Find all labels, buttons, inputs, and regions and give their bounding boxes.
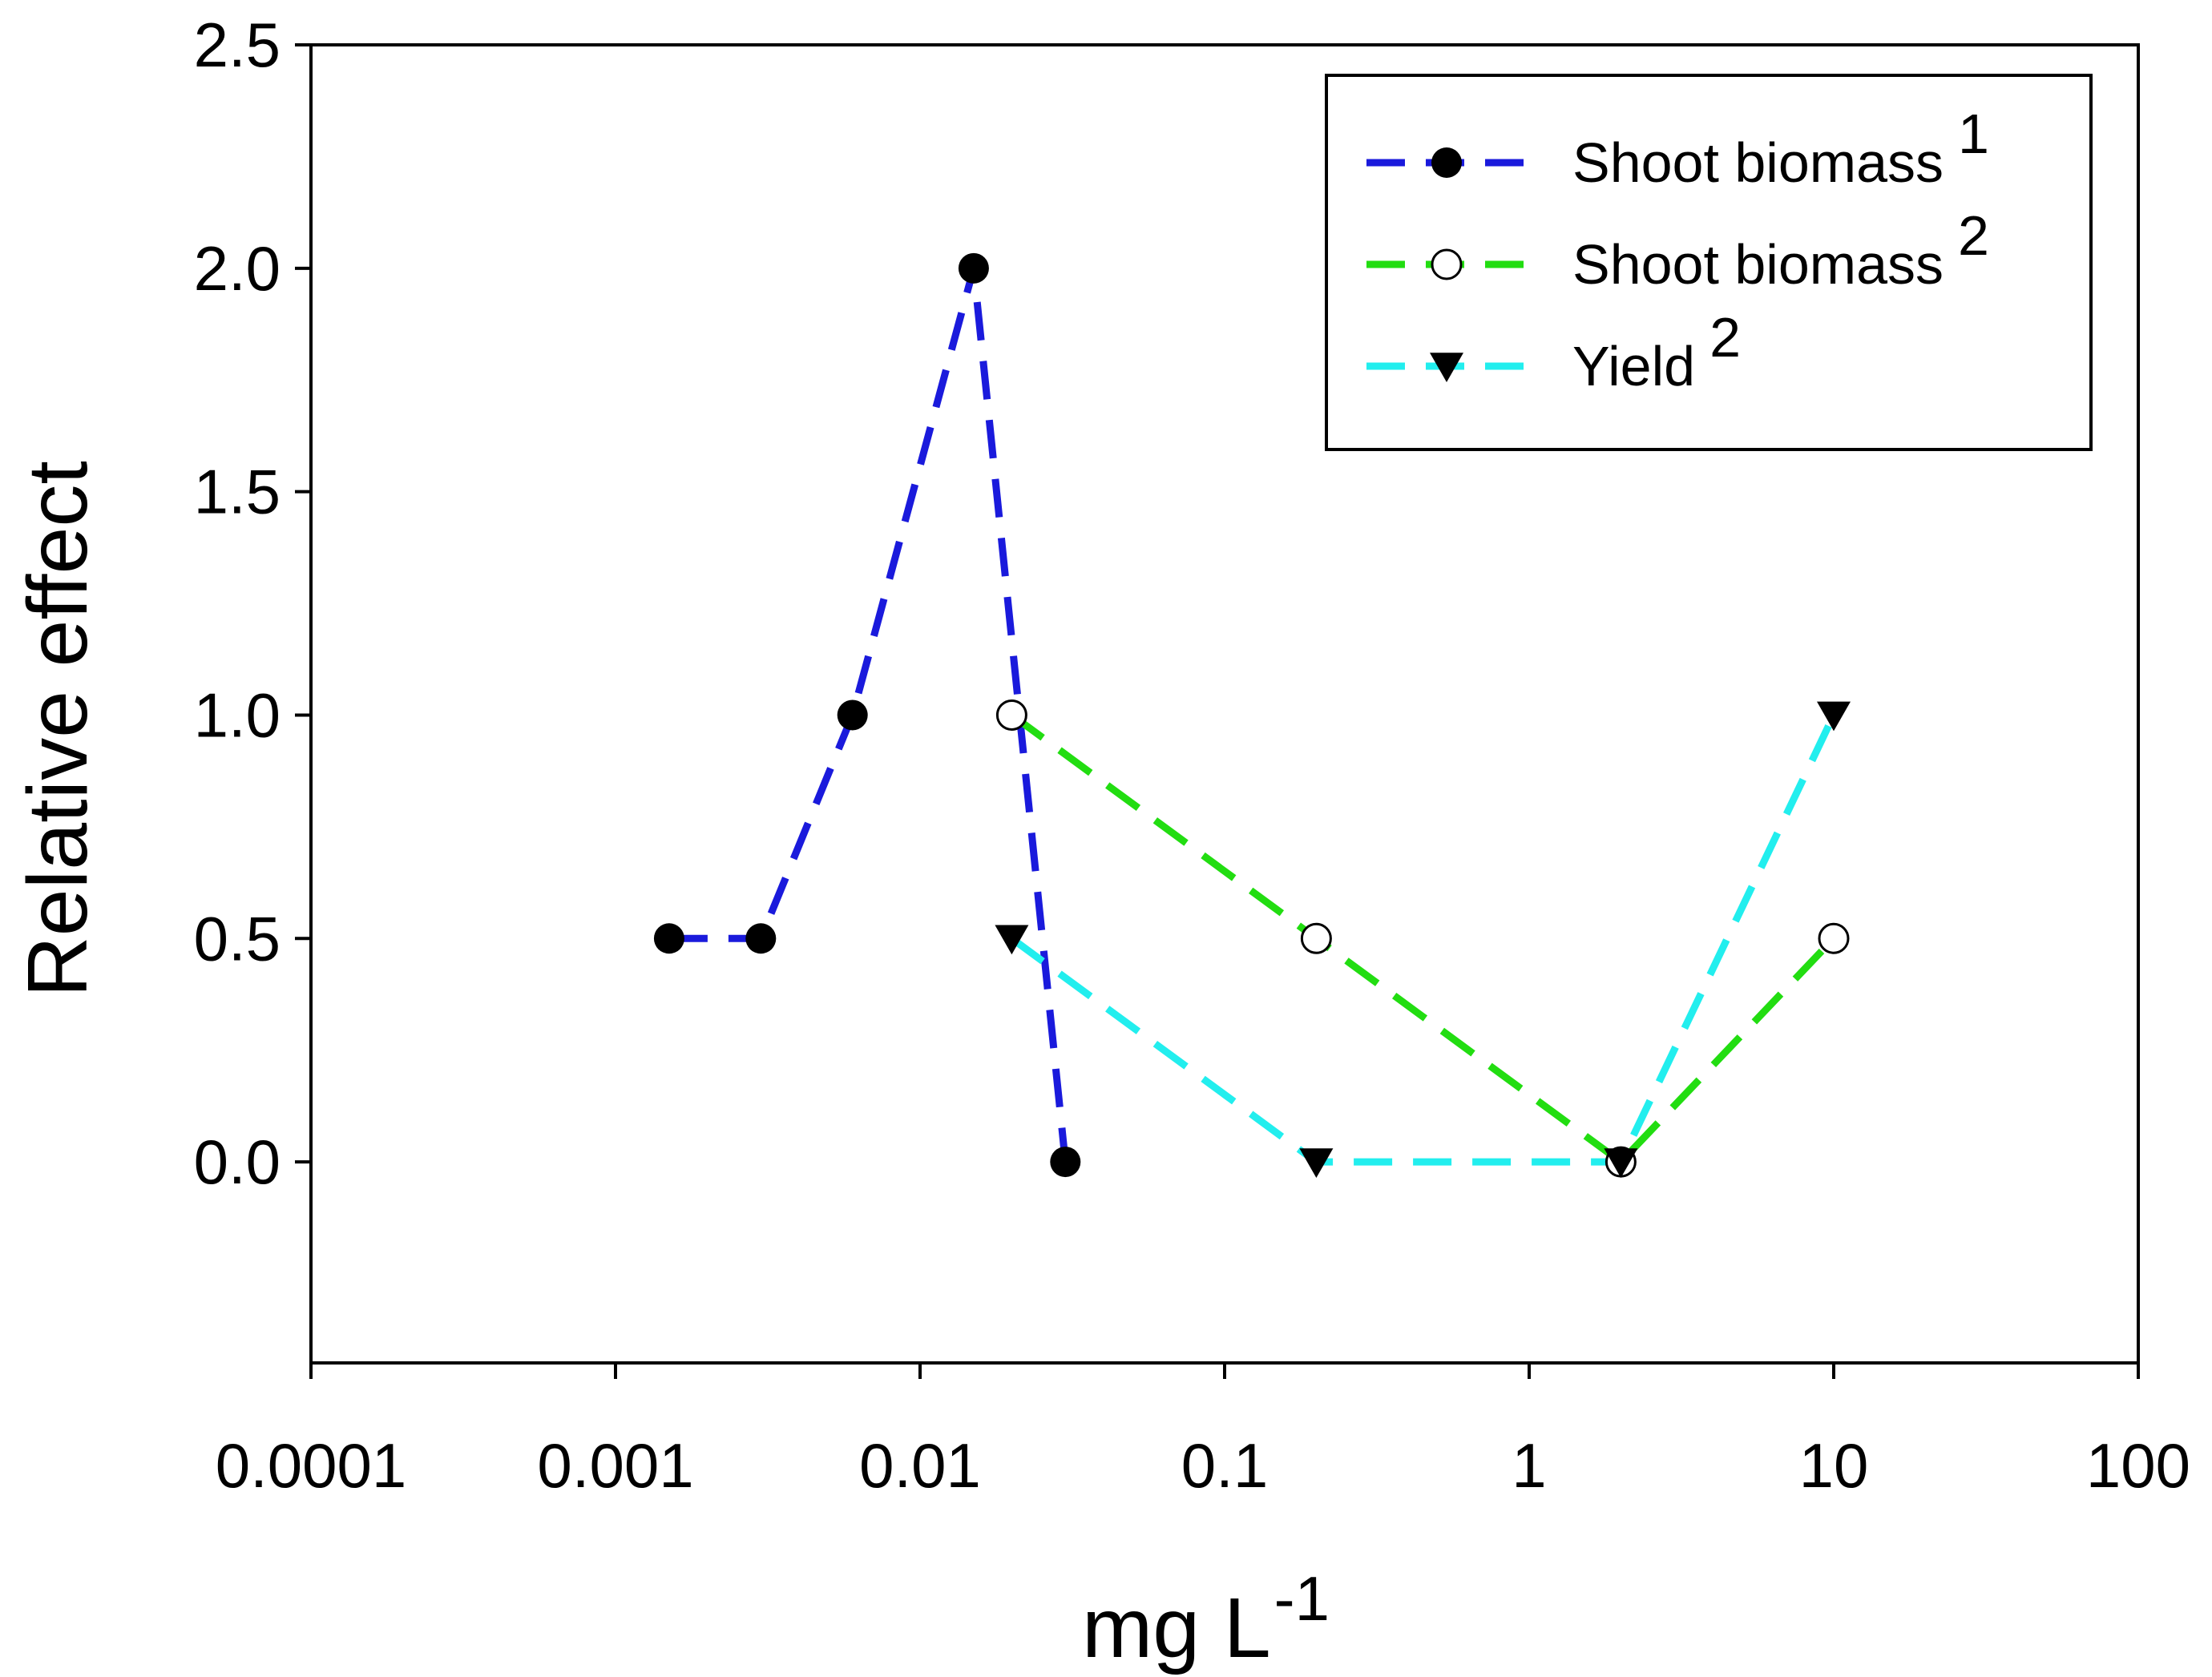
legend-label-2: Shoot biomass	[1572, 233, 1944, 296]
series-line-3	[1009, 713, 1838, 1166]
y-axis: 0.0 0.5 1.0 1.5 2.0 2.5	[194, 10, 311, 1197]
legend-marker-2	[1431, 248, 1463, 280]
data-point-series-1	[837, 699, 868, 731]
legend-label-3: Yield	[1572, 335, 1695, 397]
data-point-series-1	[1050, 1147, 1081, 1178]
x-tick-label: 0.01	[859, 1430, 981, 1501]
legend-marker-3	[1430, 353, 1463, 382]
y-tick-label: 2.5	[194, 10, 281, 80]
x-tick-label: 0.1	[1181, 1430, 1268, 1501]
series-markers	[653, 252, 1851, 1179]
y-tick-label: 2.0	[194, 233, 281, 304]
legend-superscript-2: 2	[1958, 204, 1989, 267]
data-point-series-3	[1604, 1148, 1638, 1179]
y-tick-label: 1.5	[194, 457, 281, 527]
data-point-series-2	[1300, 922, 1332, 954]
x-tick-label: 100	[2086, 1430, 2190, 1501]
x-tick-label: 10	[1799, 1430, 1869, 1501]
data-point-series-1	[745, 923, 777, 954]
data-point-series-1	[653, 923, 684, 954]
x-tick-label: 0.001	[537, 1430, 693, 1501]
legend-label-1: Shoot biomass	[1572, 131, 1944, 194]
legend-superscript-3: 2	[1709, 306, 1741, 369]
x-axis-title: mg L	[1082, 1581, 1271, 1675]
data-point-series-2	[1818, 922, 1850, 954]
x-tick-label: 0.0001	[216, 1430, 407, 1501]
data-point-series-3	[1817, 701, 1851, 732]
legend-box	[1325, 74, 2093, 451]
y-tick-label: 0.0	[194, 1127, 281, 1197]
x-axis: 0.0001 0.001 0.01 0.1 1 10 100	[216, 1363, 2190, 1501]
x-tick-label: 1	[1512, 1430, 1546, 1501]
data-point-series-3	[1299, 1148, 1334, 1179]
data-point-series-2	[995, 699, 1027, 731]
legend-superscript-1: 1	[1958, 103, 1989, 165]
x-axis-title-superscript: -1	[1274, 1563, 1330, 1634]
y-axis-title: Relative effect	[10, 461, 105, 998]
y-tick-label: 1.0	[194, 679, 281, 750]
data-point-series-1	[958, 252, 989, 284]
data-point-series-3	[995, 925, 1029, 955]
series-line-2	[1009, 712, 1837, 1166]
y-tick-label: 0.5	[194, 903, 281, 974]
legend-marker-1	[1431, 147, 1462, 178]
